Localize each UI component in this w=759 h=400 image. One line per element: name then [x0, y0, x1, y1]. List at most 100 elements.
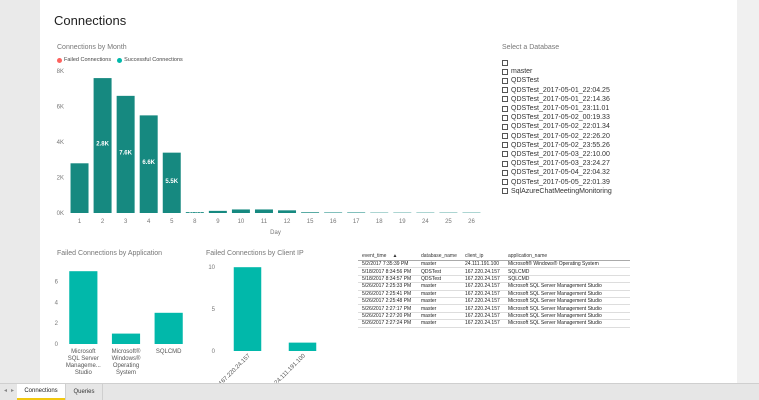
table-cell: 5/26/2017 2:25:48 PM — [362, 298, 412, 305]
bar[interactable] — [231, 209, 250, 213]
table-cell: master — [421, 261, 437, 268]
x-tick-label: SQLCMD — [156, 349, 182, 355]
legend-successful[interactable]: Successful Connections — [117, 57, 183, 63]
slicer-item-label: QDSTest_2017-05-05_22:01.39 — [511, 178, 610, 186]
data-label: 3.4K — [188, 209, 201, 215]
checkbox[interactable] — [502, 160, 508, 167]
column-header-client-ip[interactable]: client_ip — [465, 253, 484, 259]
checkbox[interactable] — [502, 59, 508, 66]
failed-by-client-ip-chart[interactable]: 0 5 10 167.220.24.157 24.111.191.100 — [200, 258, 340, 383]
checkbox[interactable] — [502, 188, 508, 195]
table-cell: Microsoft SQL Server Management Studio — [508, 298, 602, 305]
slicer-item-label: QDSTest — [511, 77, 540, 85]
table-cell: 5/18/2017 8:34:57 PM — [362, 275, 412, 282]
checkbox[interactable] — [502, 123, 508, 130]
slicer-item-label: QDSTest_2017-05-03_23:24.27 — [511, 160, 610, 168]
table-row[interactable]: 5/26/2017 2:25:48 PM master 167.220.24.157… — [358, 298, 630, 306]
checkbox[interactable] — [502, 151, 508, 158]
failed-by-application-chart[interactable]: 0 2 4 6 Microsoft SQL Server Manageme... Studio… — [40, 258, 200, 383]
table-row[interactable]: 5/18/2017 8:34:57 PM QDSTest 167.220.24.15… — [358, 275, 630, 284]
x-tick-label: 10 — [238, 219, 245, 225]
tab-connections[interactable]: Connections — [17, 384, 65, 400]
slicer-item[interactable]: QDSTest_2017-05-05_22:01.39 — [502, 177, 702, 186]
table-cell: Microsoft SQL Server Management Studio — [508, 320, 602, 327]
table-row[interactable]: 5/2/2017 7:35:39 PM master 24.111.191.100 M… — [358, 261, 630, 269]
slicer-item[interactable]: QDSTest — [502, 76, 702, 85]
slicer-item[interactable]: QDSTest_2017-05-02_23:55.26 — [502, 141, 702, 150]
table-cell: 5/2/2017 7:35:39 PM — [362, 261, 409, 268]
checkbox[interactable] — [502, 142, 508, 149]
checkbox[interactable] — [502, 169, 508, 176]
bar[interactable] — [185, 212, 204, 213]
bar[interactable] — [154, 312, 183, 344]
bar[interactable] — [116, 95, 135, 213]
bar[interactable] — [69, 271, 98, 344]
bar[interactable] — [301, 212, 320, 213]
checkbox[interactable] — [502, 68, 508, 75]
slicer-item[interactable]: QDSTest_2017-05-02_22:01.34 — [502, 122, 702, 131]
checkbox[interactable] — [502, 179, 508, 186]
slicer-item[interactable]: QDSTest_2017-05-02_00:19.33 — [502, 113, 702, 122]
checkbox[interactable] — [502, 133, 508, 140]
bar[interactable] — [162, 152, 181, 213]
column-header-application-name[interactable]: application_name — [508, 253, 548, 259]
bar[interactable] — [254, 209, 273, 213]
slicer-item-label: QDSTest_2017-05-03_22:10.00 — [511, 150, 610, 158]
bar[interactable] — [278, 210, 297, 213]
bar[interactable] — [347, 212, 366, 213]
sort-ascending-icon[interactable]: ▲ — [392, 253, 398, 259]
table-cell: 167.220.24.157 — [465, 312, 500, 319]
slicer-item[interactable]: QDSTest_2017-05-04_22:04.32 — [502, 168, 702, 177]
slicer-item[interactable]: QDSTest_2017-05-02_22:26.20 — [502, 132, 702, 141]
checkbox[interactable] — [502, 87, 508, 94]
x-tick-label: 24.111.191.100 — [274, 353, 308, 383]
table-row[interactable]: 5/26/2017 2:27:17 PM master 167.220.24.157… — [358, 305, 630, 313]
bar[interactable] — [208, 210, 227, 213]
column-header-database-name[interactable]: database_name — [421, 253, 457, 259]
table-cell: master — [421, 305, 437, 312]
right-panel-edge — [737, 0, 759, 383]
legend-failed[interactable]: Failed Connections — [57, 57, 111, 63]
data-label: 7.6K — [119, 150, 132, 156]
slicer-item[interactable]: master — [502, 67, 702, 76]
y-tick-label: 2 — [55, 321, 59, 327]
bar[interactable] — [139, 115, 158, 213]
slicer-item[interactable]: QDSTest_2017-05-03_23:24.27 — [502, 159, 702, 168]
column-header-event-time[interactable]: event_time ▲ — [362, 253, 398, 259]
data-label: 6.6K — [142, 160, 155, 166]
checkbox[interactable] — [502, 96, 508, 103]
slicer-item[interactable]: QDSTest_2017-05-01_23:11.01 — [502, 104, 702, 113]
checkbox[interactable] — [502, 114, 508, 121]
table-row[interactable]: 5/26/2017 2:25:33 PM master 167.220.24.157… — [358, 283, 630, 291]
x-tick-label: 5 — [170, 219, 174, 225]
slicer-item[interactable] — [502, 58, 702, 67]
bar[interactable] — [93, 78, 112, 213]
bar[interactable] — [111, 333, 141, 344]
table-row[interactable]: 5/18/2017 8:34:56 PM QDSTest 167.220.24.15… — [358, 268, 630, 276]
table-header: event_time ▲ database_name client_ip appl… — [358, 252, 630, 261]
tab-prev-icon[interactable]: ◂ — [4, 388, 8, 394]
table-row[interactable]: 5/26/2017 2:27:20 PM master 167.220.24.157… — [358, 312, 630, 321]
x-tick-label: 18 — [376, 219, 383, 225]
slicer-item[interactable]: QDSTest_2017-05-03_22:10.00 — [502, 150, 702, 159]
x-tick-label: 17 — [353, 219, 360, 225]
bar[interactable] — [233, 267, 262, 351]
table-body: 5/2/2017 7:35:39 PM master 24.111.191.100 M… — [358, 261, 630, 328]
table-row[interactable]: 5/26/2017 2:25:41 PM master 167.220.24.157… — [358, 291, 630, 298]
bar[interactable] — [324, 212, 343, 213]
y-tick-label: 10 — [208, 265, 215, 271]
table-row[interactable]: 5/26/2017 2:27:24 PM master 167.220.24.157… — [358, 320, 630, 328]
checkbox[interactable] — [502, 105, 508, 112]
tab-next-icon[interactable]: ▸ — [11, 388, 15, 394]
y-tick-label: 4K — [57, 140, 64, 146]
slicer-item[interactable]: QDSTest_2017-05-01_22:04.25 — [502, 86, 702, 95]
tab-queries[interactable]: Queries — [65, 384, 103, 400]
slicer-item[interactable]: SqlAzureChatMeetingMonitoring — [502, 187, 702, 196]
bar[interactable] — [288, 342, 317, 351]
slicer-item[interactable]: QDSTest_2017-05-01_22:14.36 — [502, 95, 702, 104]
failed-by-application-title: Failed Connections by Application — [57, 250, 163, 257]
table-cell: QDSTest — [421, 268, 442, 275]
checkbox[interactable] — [502, 77, 508, 84]
bar[interactable] — [70, 163, 89, 213]
